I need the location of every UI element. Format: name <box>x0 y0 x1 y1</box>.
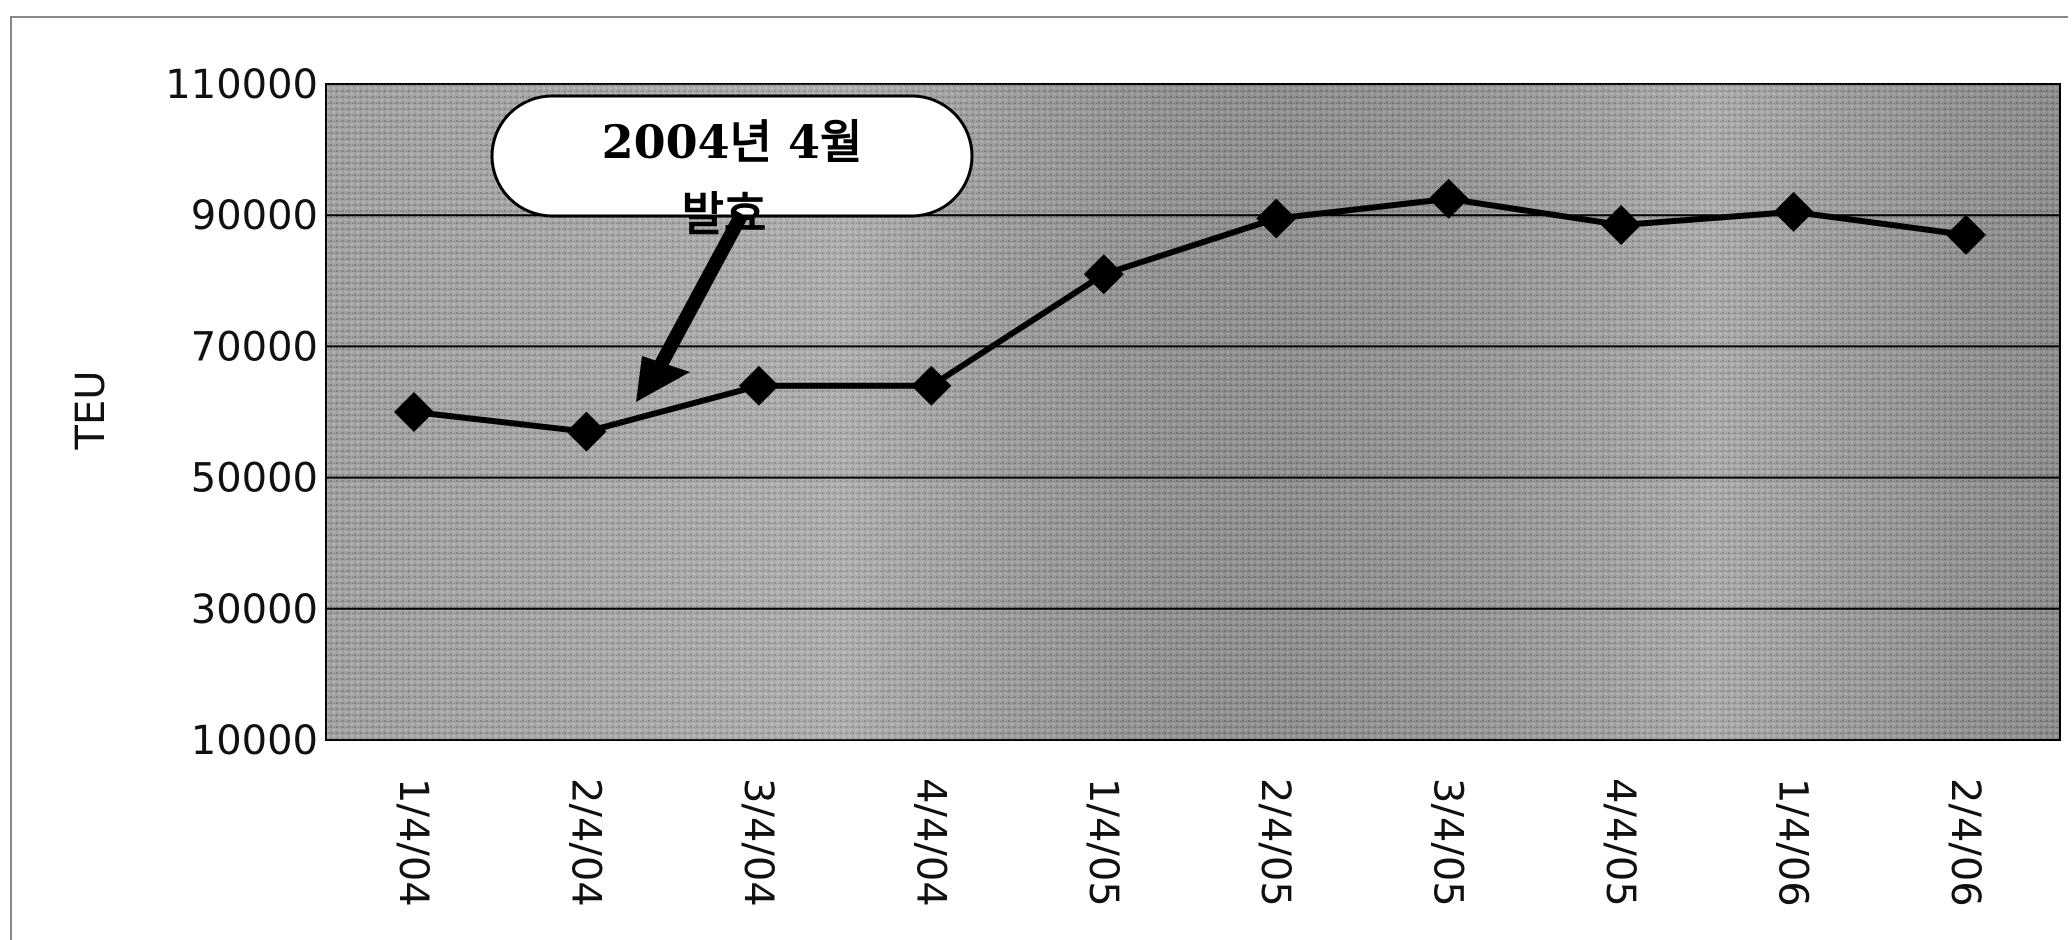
y-tick-label: 110000 <box>165 62 318 108</box>
y-tick-label: 70000 <box>191 324 318 370</box>
data-point-marker <box>1601 205 1642 246</box>
annotation-arrowhead <box>636 356 690 402</box>
data-point-marker <box>1256 198 1297 239</box>
annotation-text-line2: 발효 <box>682 187 767 241</box>
data-point-marker <box>1083 254 1124 295</box>
x-tick-label: 1/4/06 <box>1770 778 1816 907</box>
data-point-marker <box>911 365 952 406</box>
y-tick-label: 90000 <box>191 193 318 239</box>
annotation-text: 2004년 4월 <box>602 115 863 169</box>
series-markers <box>394 178 1986 452</box>
data-point-marker <box>1773 191 1814 232</box>
y-tick-label: 50000 <box>191 456 318 502</box>
series-line <box>413 195 1967 435</box>
x-tick-label: 4/4/05 <box>1597 778 1643 907</box>
x-tick-label: 1/4/04 <box>390 778 436 907</box>
data-point-marker <box>394 392 434 432</box>
data-point-marker <box>1946 214 1986 255</box>
annotation-arrow <box>651 210 749 374</box>
chart-frame <box>10 16 2068 940</box>
x-tick-label: 2/4/05 <box>1252 778 1298 907</box>
x-axis-ticks: 1/4/04 2/4/04 3/4/04 4/4/04 1/4/05 2/4/05 3/4/… <box>390 778 1988 907</box>
data-point-marker <box>566 411 607 452</box>
x-tick-label: 2/4/04 <box>562 778 608 907</box>
data-point-marker <box>738 365 779 406</box>
x-tick-label: 2/4/06 <box>1942 778 1988 907</box>
x-tick-label: 3/4/05 <box>1425 778 1471 907</box>
x-tick-label: 4/4/04 <box>907 778 953 907</box>
x-tick-label: 1/4/05 <box>1080 778 1126 907</box>
annotation-callout: 2004년 4월 발효 <box>490 94 974 402</box>
y-tick-label: 30000 <box>191 587 318 633</box>
x-tick-label: 3/4/04 <box>735 778 781 907</box>
y-tick-label: 10000 <box>191 718 318 764</box>
y-axis-ticks: 10000 30000 50000 70000 90000 110000 <box>165 62 318 764</box>
annotation-bubble <box>490 94 974 218</box>
y-axis-label: TEU <box>68 371 114 451</box>
data-point-marker <box>1428 178 1469 219</box>
